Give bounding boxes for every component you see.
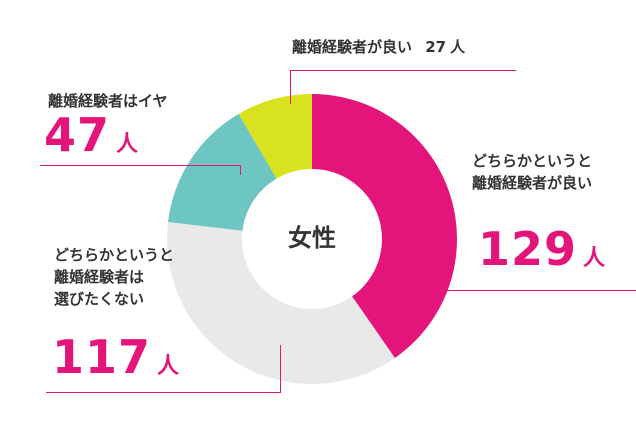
label-somewhat-good: どちらかというと 離婚経験者が良い [472,150,592,194]
slice-good [238,94,312,179]
value-somewhat-not-choose: 117 人 [52,330,179,384]
label-line: 離婚経験者が良い [292,38,413,56]
label-no: 離婚経験者はイヤ [48,90,168,112]
label-good: 離婚経験者が良い 27 人 [292,36,465,58]
leader-line-not-choose-v [280,345,281,393]
slice-no [168,113,277,231]
leader-line-no-h [40,165,240,166]
value-somewhat-good: 129 人 [478,222,605,276]
slice-somewhat-not-choose [167,221,395,384]
center-label: 女性 [288,224,336,252]
value-unit: 人 [116,132,139,157]
label-line: 選びたくない [54,290,145,308]
leader-line-good-h [290,70,516,71]
value-number: 117 [52,330,152,384]
leader-line-not-choose-h [46,392,280,393]
label-line: 離婚経験者は [54,268,145,286]
value-no: 47 人 [44,108,138,162]
leader-line-good-v [290,70,291,104]
leader-line-good-somewhat-h [418,290,636,291]
value-number: 129 [478,222,578,276]
value-unit: 人 [450,38,466,56]
label-line: どちらかというと [472,152,593,170]
slice-somewhat-good [312,94,457,358]
label-line: 離婚経験者が良い [472,174,593,192]
label-somewhat-not-choose: どちらかというと 離婚経験者は 選びたくない [54,244,174,310]
value-unit: 人 [583,246,606,271]
value-number: 47 [44,108,111,162]
label-line: 離婚経験者はイヤ [48,92,168,110]
value-unit: 人 [157,354,180,379]
leader-line-no-v [240,165,241,175]
value-number: 27 [425,38,447,56]
leader-line-good-somewhat-v [418,290,419,304]
label-line: どちらかというと [54,246,175,264]
